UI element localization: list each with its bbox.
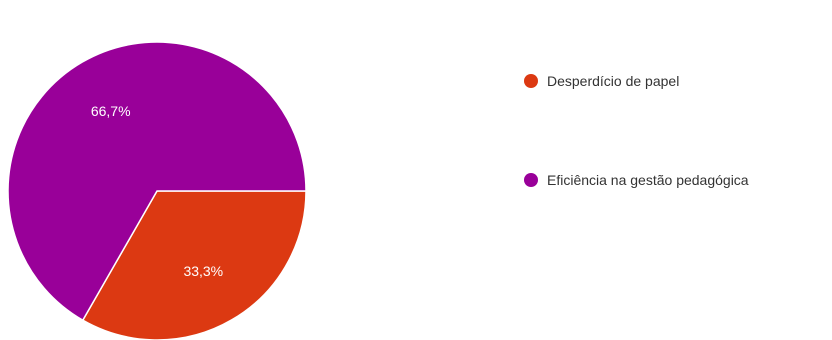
pie-slice-desperdicio: [81, 190, 307, 340]
pie-slice-labels: 33,3% 66,7%: [91, 103, 223, 279]
legend-marker-eficiencia: [524, 173, 538, 187]
pie-slice-label-desperdicio: 33,3%: [183, 263, 223, 279]
legend-marker-desperdicio: [524, 74, 538, 88]
pie-slice-label-eficiencia: 66,7%: [91, 103, 131, 119]
legend-label-desperdicio: Desperdício de papel: [547, 73, 679, 89]
pie-slice-eficiencia: [7, 41, 307, 322]
legend-label-eficiencia: Eficiência na gestão pedagógica: [547, 172, 749, 188]
chart-legend: Desperdício de papel Eficiência na gestã…: [524, 73, 749, 188]
pie-slices: [7, 41, 307, 340]
